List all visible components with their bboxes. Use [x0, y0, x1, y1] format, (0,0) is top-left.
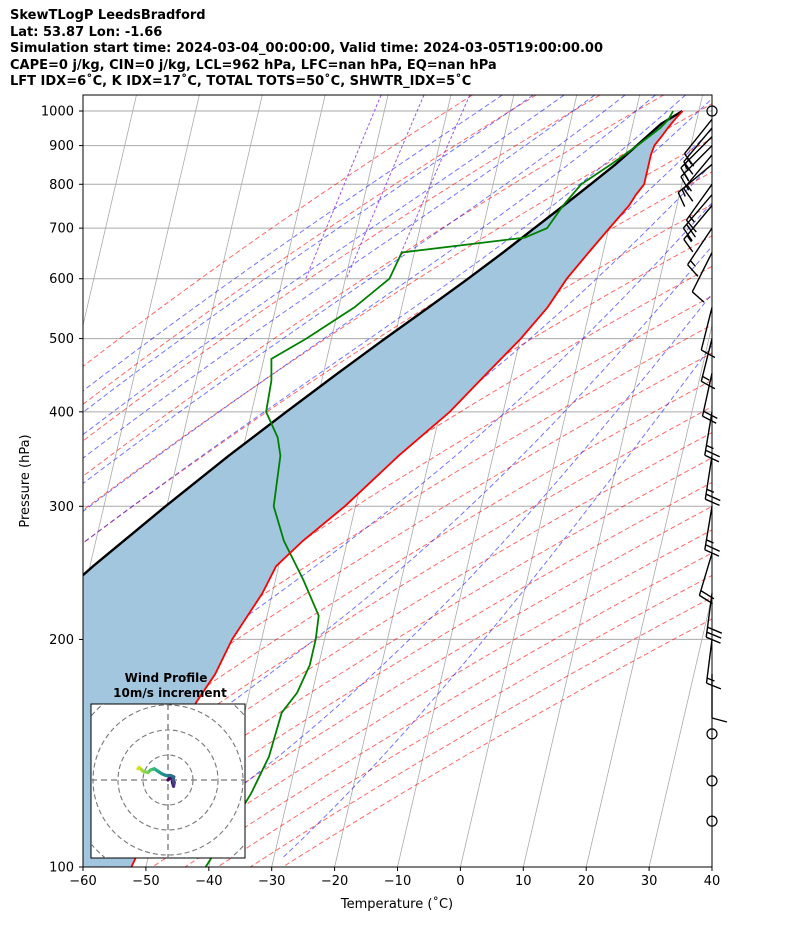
dry-adiabat — [83, 406, 712, 799]
y-axis-label: Pressure (hPa) — [18, 434, 33, 527]
isotherm-line — [522, 95, 703, 867]
y-tick-label: 300 — [49, 500, 74, 515]
isotherm-line — [0, 95, 74, 867]
index-line: LFT IDX=6˚C, K IDX=17˚C, TOTAL TOTS=50˚C… — [10, 74, 472, 90]
dry-adiabat — [184, 552, 712, 867]
x-tick-label: 40 — [704, 874, 721, 889]
dry-adiabat — [83, 95, 537, 405]
wind-barb — [700, 338, 716, 390]
wind-barb-calm — [706, 105, 718, 117]
x-tick-label: −20 — [321, 874, 348, 889]
y-tick-label: 800 — [49, 178, 74, 193]
isotherm-line — [83, 95, 200, 598]
y-tick-label: 400 — [49, 405, 74, 420]
moist-adiabat — [83, 95, 686, 544]
x-tick-label: 0 — [456, 874, 464, 889]
cape-area — [83, 111, 683, 867]
wind-barb — [704, 506, 720, 557]
y-tick-label: 600 — [49, 272, 74, 287]
hodograph: Wind Profile 10m/s increment — [90, 671, 246, 859]
wind-barb-calm — [706, 775, 718, 787]
dry-adiabat — [83, 95, 665, 477]
y-tick-label: 900 — [49, 139, 74, 154]
hodograph-trace — [136, 765, 141, 771]
wind-barb — [680, 145, 713, 191]
x-tick-label: 30 — [641, 874, 658, 889]
x-tick-label: −10 — [384, 874, 411, 889]
mixing-ratio-line — [305, 95, 382, 279]
isotherm-line — [648, 594, 712, 867]
chart-title: SkewTLogP LeedsBradford — [10, 8, 206, 23]
x-tick-label: −60 — [69, 874, 96, 889]
isotherm-line — [334, 95, 515, 867]
wind-barb — [700, 307, 716, 359]
y-tick-label: 200 — [49, 633, 74, 648]
moist-adiabat — [83, 95, 656, 513]
mixing-ratio-line — [389, 95, 471, 279]
dry-adiabat — [83, 324, 712, 721]
chart-header: SkewTLogP LeedsBradford Lat: 53.87 Lon: … — [10, 8, 603, 91]
y-tick-label: 100 — [49, 861, 74, 876]
wind-barb — [687, 227, 713, 277]
isotherm-line — [83, 95, 137, 328]
cin-shading — [83, 111, 683, 867]
location-line: Lat: 53.87 Lon: -1.66 — [10, 24, 163, 40]
moist-adiabat — [83, 202, 712, 736]
x-tick-label: 20 — [578, 874, 595, 889]
wind-barb-calm — [706, 728, 718, 740]
x-tick-label: −40 — [195, 874, 222, 889]
wind-barb — [683, 205, 713, 253]
dry-adiabat — [83, 103, 712, 511]
moist-adiabat — [83, 95, 565, 436]
wind-barb — [677, 163, 713, 207]
parcel-profile-line — [83, 109, 684, 577]
x-axis-label: Temperature (˚C) — [340, 896, 453, 912]
isotherm-line — [711, 865, 712, 867]
dry-adiabat — [83, 95, 473, 368]
moist-adiabat — [83, 95, 503, 392]
hodograph-rings — [91, 704, 245, 858]
hodograph-subtitle: 10m/s increment — [113, 686, 227, 700]
axes: −60 −50 −40 −30 −20 −10 0 10 20 30 40 1000 900 800 700… — [41, 105, 720, 889]
y-tick-label: 700 — [49, 222, 74, 237]
y-tick-label: 1000 — [41, 105, 74, 120]
x-tick-label: 10 — [515, 874, 532, 889]
wind-barb — [705, 593, 723, 644]
dry-adiabat — [83, 95, 601, 442]
stability-line: CAPE=0 j/kg, CIN=0 j/kg, LCL=962 hPa, LF… — [10, 57, 497, 73]
moist-adiabat — [83, 245, 712, 812]
wind-barb — [704, 455, 721, 507]
moist-adiabat — [83, 95, 534, 414]
mixing-ratio-line — [345, 95, 425, 279]
dry-adiabat — [83, 352, 712, 748]
dry-adiabat — [119, 505, 712, 867]
dry-adiabat — [87, 481, 712, 867]
moist-adiabat — [83, 95, 626, 485]
wind-barb — [705, 639, 722, 690]
dry-adiabat — [83, 432, 712, 824]
isotherm-line — [0, 95, 11, 867]
x-tick-label: −50 — [132, 874, 159, 889]
wind-barb — [701, 373, 718, 424]
x-tick-label: −30 — [258, 874, 285, 889]
time-line: Simulation start time: 2024-03-04_00:00:… — [10, 41, 603, 57]
hodograph-title: Wind Profile — [125, 671, 208, 685]
isotherm-line — [585, 323, 712, 867]
wind-barb — [711, 674, 728, 723]
wind-barbs — [677, 105, 728, 827]
dewpoint-line — [204, 110, 674, 867]
wind-barb — [685, 183, 713, 233]
y-tick-label: 500 — [49, 332, 74, 347]
moist-adiabat — [83, 95, 596, 459]
wind-barb-calm — [706, 815, 718, 827]
plot-area: −60 −50 −40 −30 −20 −10 0 10 20 30 40 1000 900 800 700… — [0, 94, 720, 889]
wind-barb — [691, 252, 713, 303]
